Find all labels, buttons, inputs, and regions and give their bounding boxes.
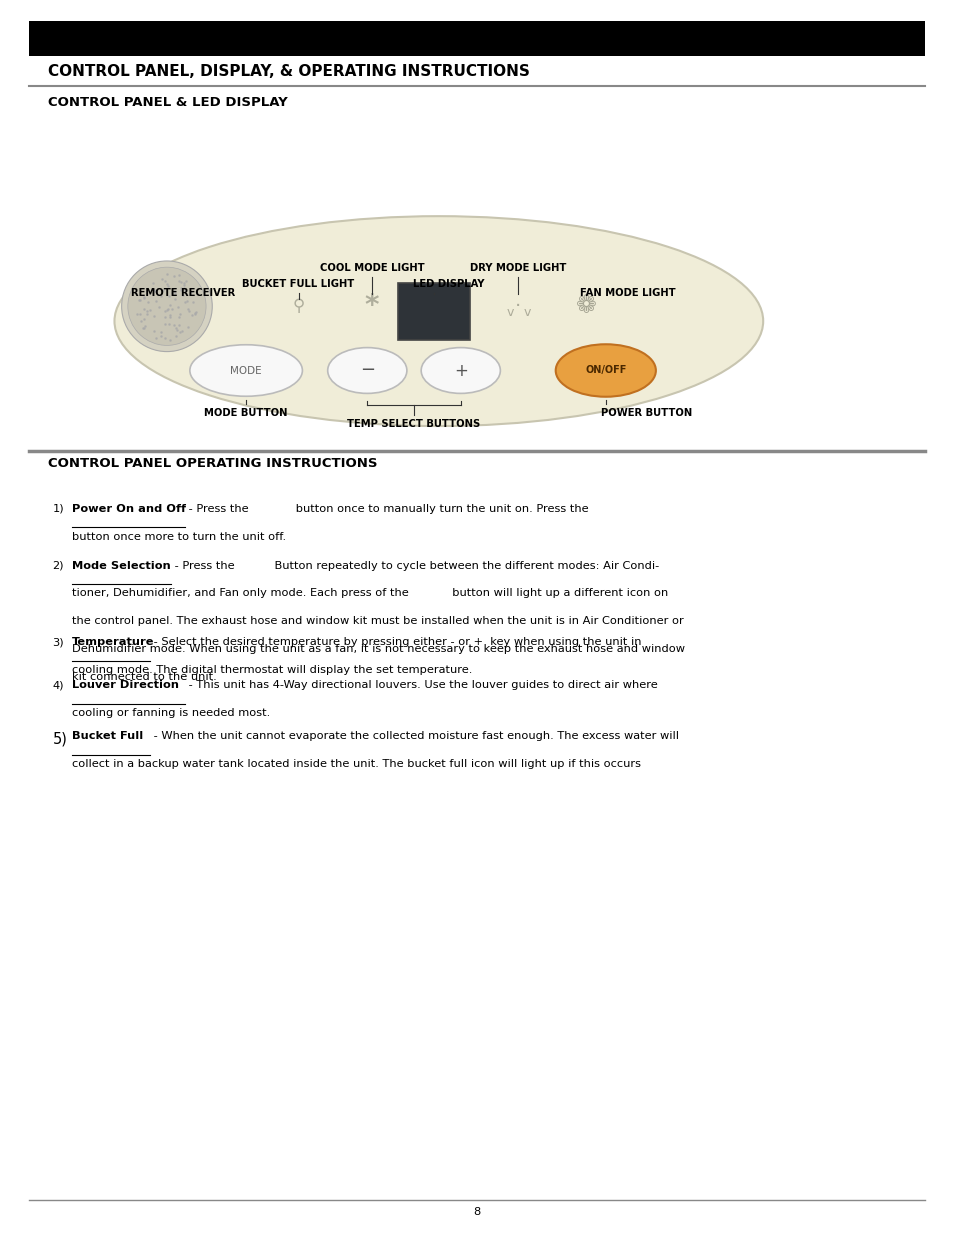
Text: 3): 3)	[52, 637, 64, 647]
Ellipse shape	[328, 347, 406, 394]
Text: CONTROL PANEL & LED DISPLAY: CONTROL PANEL & LED DISPLAY	[48, 96, 287, 110]
Text: Temperature: Temperature	[71, 637, 153, 647]
Text: 8: 8	[473, 1207, 480, 1216]
Text: Bucket Full: Bucket Full	[71, 731, 143, 741]
Ellipse shape	[114, 216, 762, 426]
Text: ❁: ❁	[576, 294, 597, 319]
Text: LED DISPLAY: LED DISPLAY	[413, 279, 483, 289]
Text: - This unit has 4-Way directional louvers. Use the louver guides to direct air w: - This unit has 4-Way directional louver…	[185, 680, 658, 690]
Text: kit connected to the unit.: kit connected to the unit.	[71, 672, 216, 682]
Text: FAN MODE LIGHT: FAN MODE LIGHT	[579, 288, 675, 298]
Text: cooling or fanning is needed most.: cooling or fanning is needed most.	[71, 709, 270, 719]
Ellipse shape	[121, 261, 212, 352]
Text: 1): 1)	[52, 504, 64, 514]
Text: CONTROL PANEL OPERATING INSTRUCTIONS: CONTROL PANEL OPERATING INSTRUCTIONS	[48, 457, 376, 471]
Text: ON/OFF: ON/OFF	[584, 366, 626, 375]
Text: REMOTE RECEIVER: REMOTE RECEIVER	[131, 288, 235, 298]
Text: TEMP SELECT BUTTONS: TEMP SELECT BUTTONS	[347, 419, 480, 429]
Text: Dehumidifier mode. When using the unit as a fan, it is not necessary to keep the: Dehumidifier mode. When using the unit a…	[71, 645, 684, 655]
Bar	[29, 21, 924, 56]
Text: 4): 4)	[52, 680, 64, 690]
Text: v: v	[523, 306, 531, 319]
Text: MODE: MODE	[230, 366, 262, 375]
Text: POWER BUTTON: POWER BUTTON	[600, 408, 692, 417]
Text: MODE BUTTON: MODE BUTTON	[204, 408, 288, 417]
Text: collect in a backup water tank located inside the unit. The bucket full icon wil: collect in a backup water tank located i…	[71, 758, 639, 769]
Bar	[398, 283, 470, 340]
Ellipse shape	[420, 347, 499, 394]
Text: Louver Direction: Louver Direction	[71, 680, 178, 690]
Ellipse shape	[128, 267, 206, 346]
Ellipse shape	[555, 345, 656, 396]
Text: tioner, Dehumidifier, and Fan only mode. Each press of the            button wil: tioner, Dehumidifier, and Fan only mode.…	[71, 588, 667, 599]
Text: COOL MODE LIGHT: COOL MODE LIGHT	[319, 263, 424, 273]
Text: 2): 2)	[52, 561, 64, 571]
Text: ⚲: ⚲	[293, 298, 304, 315]
Text: - Select the desired temperature by pressing either - or +  key when using the u: - Select the desired temperature by pres…	[150, 637, 640, 647]
Text: - Press the           Button repeatedly to cycle between the different modes: Ai: - Press the Button repeatedly to cycle b…	[171, 561, 659, 571]
Text: v: v	[506, 306, 514, 319]
Text: +: +	[454, 362, 467, 379]
Text: BUCKET FULL LIGHT: BUCKET FULL LIGHT	[242, 279, 355, 289]
Text: DRY MODE LIGHT: DRY MODE LIGHT	[469, 263, 566, 273]
Text: 5): 5)	[52, 731, 68, 746]
Text: button once more to turn the unit off.: button once more to turn the unit off.	[71, 531, 285, 542]
Text: - Press the             button once to manually turn the unit on. Press the: - Press the button once to manually turn…	[185, 504, 588, 514]
Text: CONTROL PANEL, DISPLAY, & OPERATING INSTRUCTIONS: CONTROL PANEL, DISPLAY, & OPERATING INST…	[48, 64, 529, 79]
Text: - When the unit cannot evaporate the collected moisture fast enough. The excess : - When the unit cannot evaporate the col…	[150, 731, 678, 741]
Text: *: *	[364, 293, 379, 320]
Text: Mode Selection: Mode Selection	[71, 561, 171, 571]
Text: cooling mode. The digital thermostat will display the set temperature.: cooling mode. The digital thermostat wil…	[71, 664, 472, 676]
Ellipse shape	[190, 345, 302, 396]
Text: −: −	[359, 362, 375, 379]
Text: .: .	[515, 290, 520, 310]
Text: Power On and Off: Power On and Off	[71, 504, 185, 514]
Text: the control panel. The exhaust hose and window kit must be installed when the un: the control panel. The exhaust hose and …	[71, 616, 682, 626]
